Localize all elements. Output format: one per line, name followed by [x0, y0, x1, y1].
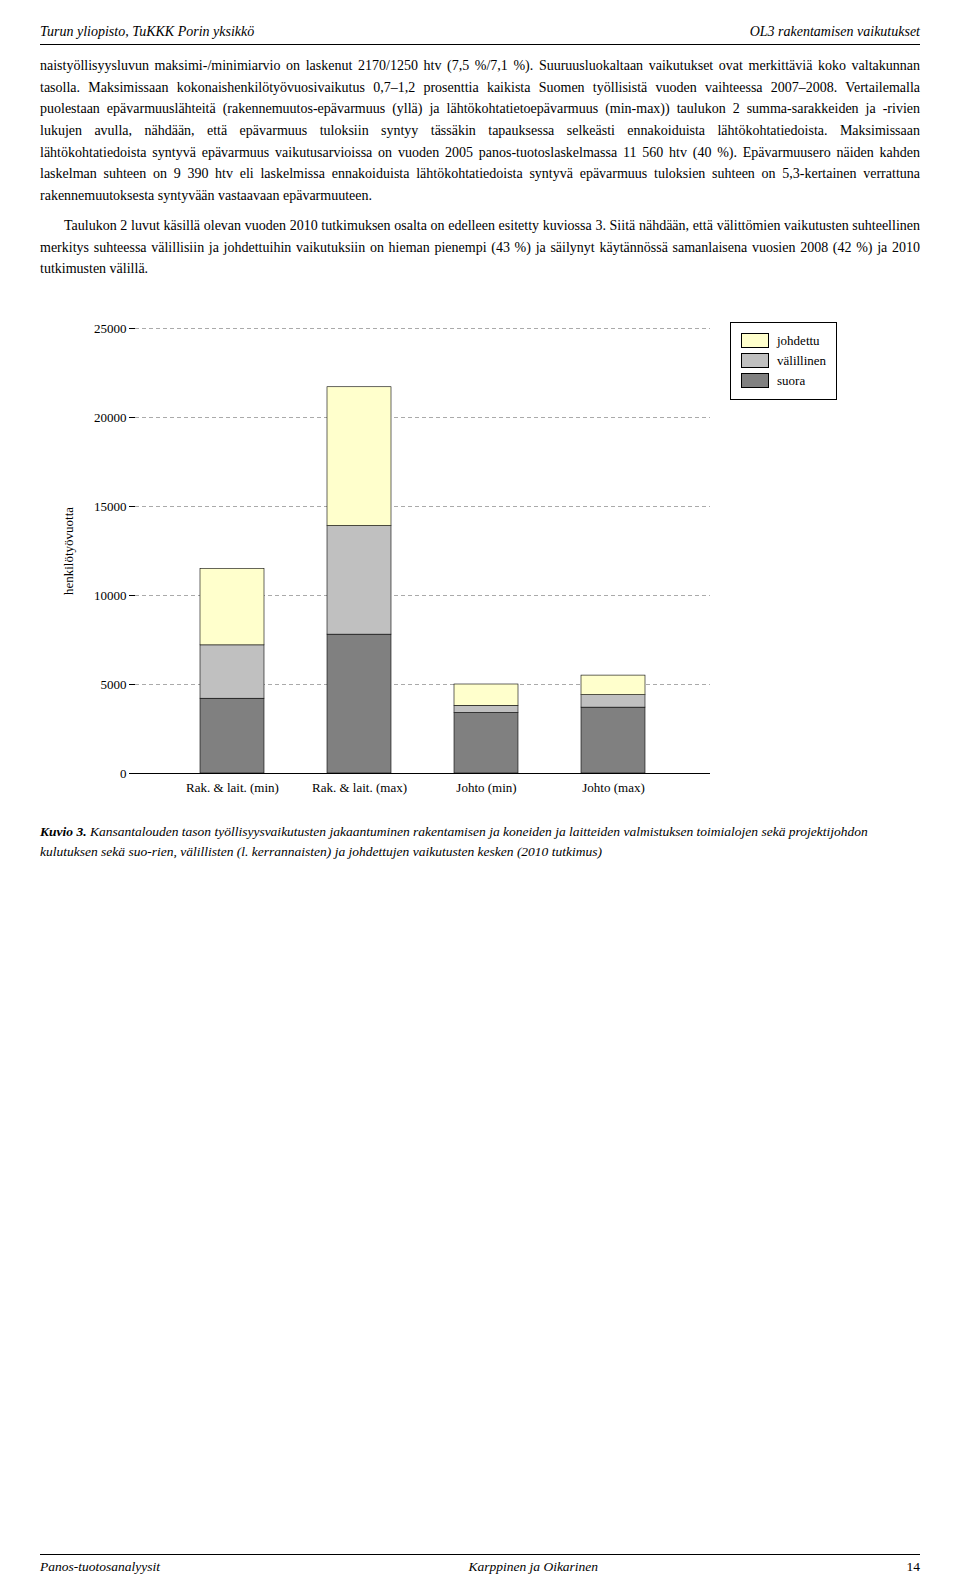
svg-text:Johto (max): Johto (max)	[582, 780, 644, 795]
svg-text:Rak. & lait. (min): Rak. & lait. (min)	[186, 780, 279, 795]
svg-text:5000: 5000	[101, 677, 127, 692]
html-text:suora: suora	[777, 372, 806, 388]
svg-text:0: 0	[120, 766, 127, 781]
html-text:Turun yliopisto, TuKKK Porin y: Turun yliopisto, TuKKK Porin yksikkö	[40, 24, 255, 39]
html-text:Panos-tuotosanalyysit: Panos-tuotosanalyysit	[40, 1559, 160, 1574]
svg-text:10000: 10000	[94, 588, 127, 603]
svg-text:Johto (min): Johto (min)	[456, 780, 516, 795]
html-text:14: 14	[906, 1559, 920, 1574]
svg-text:20000: 20000	[94, 410, 127, 425]
html-text:johdettu: johdettu	[777, 332, 820, 348]
html-text:naistyöllisyysluvun maksimi-/m: naistyöllisyysluvun maksimi-/minimiarvio…	[40, 58, 920, 204]
svg-text:25000: 25000	[94, 321, 127, 336]
html-text:välillinen: välillinen	[777, 352, 827, 368]
svg-text:henkilötyövuotta: henkilötyövuotta	[61, 507, 76, 595]
svg-text:15000: 15000	[94, 499, 127, 514]
svg-text:Rak. & lait. (max): Rak. & lait. (max)	[312, 780, 407, 795]
html-text:Kuvio 3. Kansantalouden tason: Kuvio 3. Kansantalouden tason työllisyys…	[40, 823, 868, 860]
html-text:OL3 rakentamisen vaikutukset: OL3 rakentamisen vaikutukset	[749, 24, 920, 39]
html-text:Taulukon 2 luvut käsillä oleva: Taulukon 2 luvut käsillä olevan vuoden 2…	[40, 217, 920, 277]
html-text:Karppinen ja Oikarinen: Karppinen ja Oikarinen	[468, 1559, 599, 1574]
